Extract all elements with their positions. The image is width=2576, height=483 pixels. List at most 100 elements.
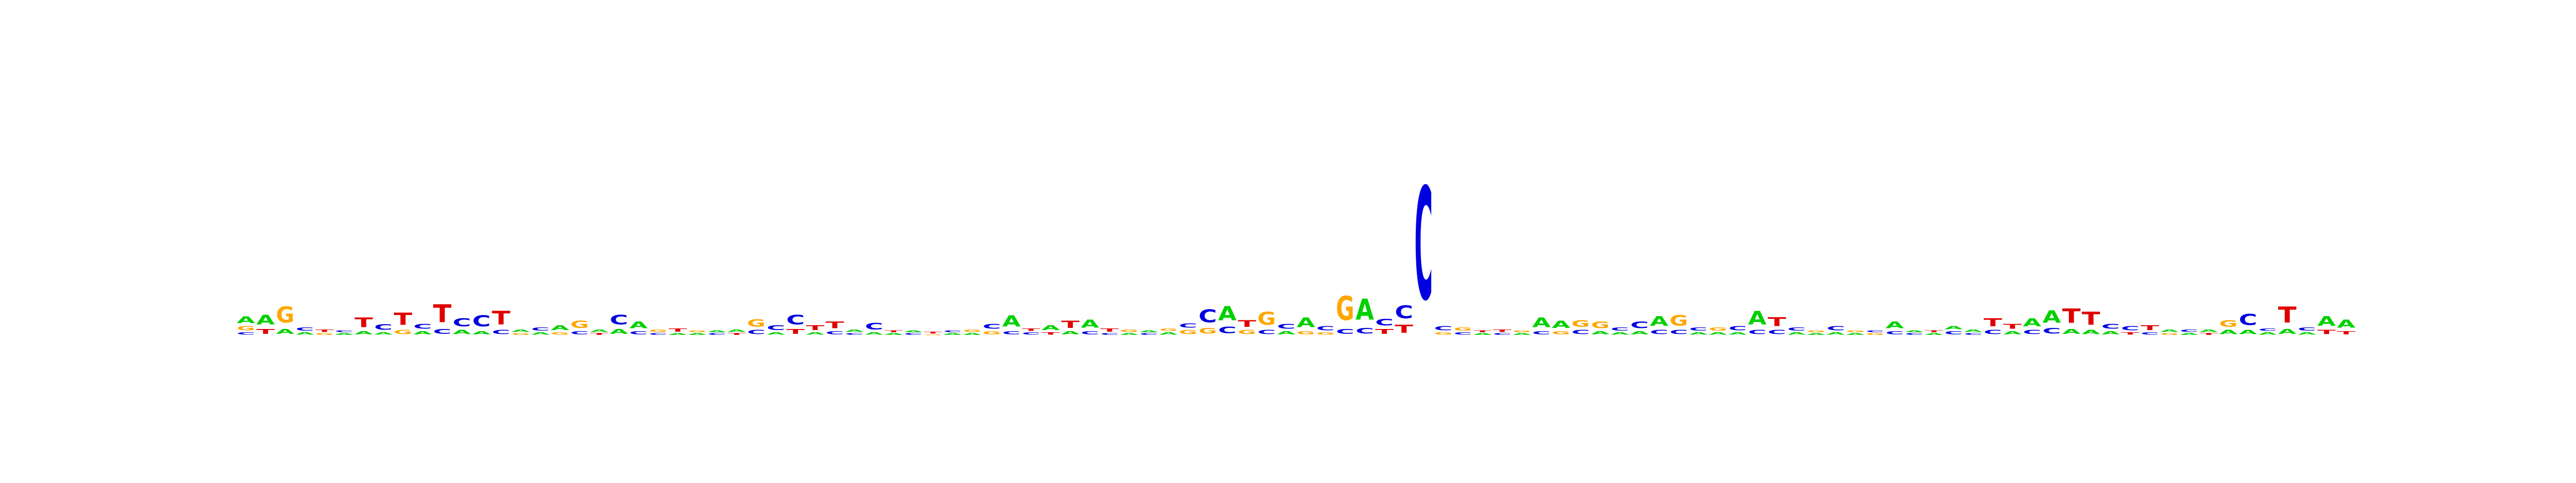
residue-a: A [865, 332, 883, 335]
residue-g: G [551, 332, 569, 335]
residue-c: C [767, 324, 785, 332]
residue-g: G [394, 329, 412, 335]
logo-column: AG [1512, 330, 1531, 335]
residue-a: A [688, 333, 707, 335]
residue-a: A [1552, 319, 1571, 331]
logo-column: AC [1827, 325, 1846, 335]
residue-a: A [1512, 333, 1531, 335]
logo-column: CA [1081, 318, 1100, 335]
residue-t: T [590, 333, 609, 335]
logo-column: AC [610, 312, 628, 335]
residue-c: C [413, 323, 431, 330]
logo-column: CT [433, 300, 452, 335]
residue-c: C [1198, 305, 1217, 326]
residue-c: C [747, 329, 765, 335]
residue-g: G [1159, 328, 1177, 332]
logo-column: CG [570, 319, 589, 335]
residue-a: A [963, 333, 982, 335]
residue-t: T [257, 328, 275, 335]
residue-c: C [531, 326, 550, 332]
residue-a: A [1159, 332, 1178, 335]
residue-a: A [1827, 332, 1846, 335]
residue-g: G [1238, 329, 1256, 335]
logo-column: AC [374, 323, 393, 336]
residue-c: C [1179, 323, 1197, 329]
residue-c: C [708, 333, 726, 335]
logo-column: AC [472, 313, 491, 335]
logo-column: TA [590, 329, 609, 335]
residue-t: T [2141, 324, 2159, 331]
residue-g: G [1454, 326, 1472, 332]
residue-a: A [669, 333, 687, 335]
residue-a: A [452, 329, 471, 335]
logo-column: AT [1924, 331, 1943, 336]
residue-a: A [1002, 312, 1020, 331]
logo-column: GA [1552, 319, 1571, 335]
residue-a: A [2297, 332, 2316, 335]
residue-a: A [2003, 330, 2022, 335]
residue-a: A [511, 329, 530, 333]
residue-g: G [2160, 333, 2178, 335]
residue-g: G [983, 331, 1001, 336]
residue-c: C [433, 328, 451, 335]
residue-c: C [1611, 326, 1629, 332]
logo-column: CA [1944, 325, 1963, 335]
logo-column: TA [1042, 324, 1060, 336]
residue-a: A [335, 333, 354, 335]
logo-column: AT [2082, 309, 2100, 335]
logo-column: CT [825, 320, 844, 335]
residue-t: T [315, 329, 334, 333]
logo-column: GC [1179, 323, 1197, 335]
residue-c: C [1532, 330, 1550, 335]
logo-column: CA [1002, 312, 1020, 335]
residue-a: A [1356, 292, 1374, 326]
residue-c: C [1257, 329, 1276, 335]
logo-column: GA [511, 329, 530, 335]
residue-t: T [433, 300, 452, 328]
residue-a: A [2219, 329, 2237, 335]
residue-t: T [1493, 329, 1512, 333]
residue-g: G [1571, 319, 1590, 329]
residue-a: A [1964, 329, 1983, 333]
residue-c: C [786, 312, 804, 328]
residue-c: C [1316, 325, 1335, 332]
residue-c: C [570, 330, 589, 335]
residue-c: C [630, 330, 648, 335]
residue-a: A [1729, 332, 1747, 335]
residue-c: C [825, 330, 844, 335]
residue-t: T [884, 331, 903, 333]
residue-a: A [727, 329, 746, 333]
residue-c: C [1768, 329, 1786, 335]
logo-column: CG [747, 317, 765, 335]
residue-g: G [1512, 330, 1531, 333]
logo-column: AT [669, 328, 687, 336]
residue-t: T [394, 310, 413, 329]
logo-column: CT [1493, 329, 1512, 335]
residue-a: A [1924, 333, 1943, 335]
residue-g: G [1198, 327, 1217, 336]
residue-a: A [630, 320, 648, 330]
residue-t: T [2062, 305, 2080, 328]
logo-column: AG [1846, 330, 1865, 335]
residue-a: A [1297, 316, 1315, 331]
residue-c: C [649, 333, 667, 335]
residue-t: T [2317, 329, 2336, 335]
residue-c: C [1866, 330, 1884, 333]
residue-t: T [1061, 319, 1080, 330]
residue-c: C [1905, 333, 1923, 335]
residue-t: T [355, 315, 373, 331]
residue-c: C [1964, 333, 1982, 335]
residue-a: A [551, 324, 569, 332]
residue-g: G [1709, 326, 1727, 332]
residue-t: T [2200, 333, 2219, 335]
residue-c: C [1944, 330, 1963, 335]
logo-column: CA [1748, 308, 1766, 335]
logo-column: AG [276, 302, 295, 335]
residue-c: C [1002, 330, 1020, 335]
logo-column: TC [786, 312, 804, 335]
residue-a: A [1611, 332, 1629, 335]
residue-c: C [1827, 325, 1845, 332]
residue-g: G [1866, 333, 1884, 335]
residue-a: A [374, 332, 393, 335]
